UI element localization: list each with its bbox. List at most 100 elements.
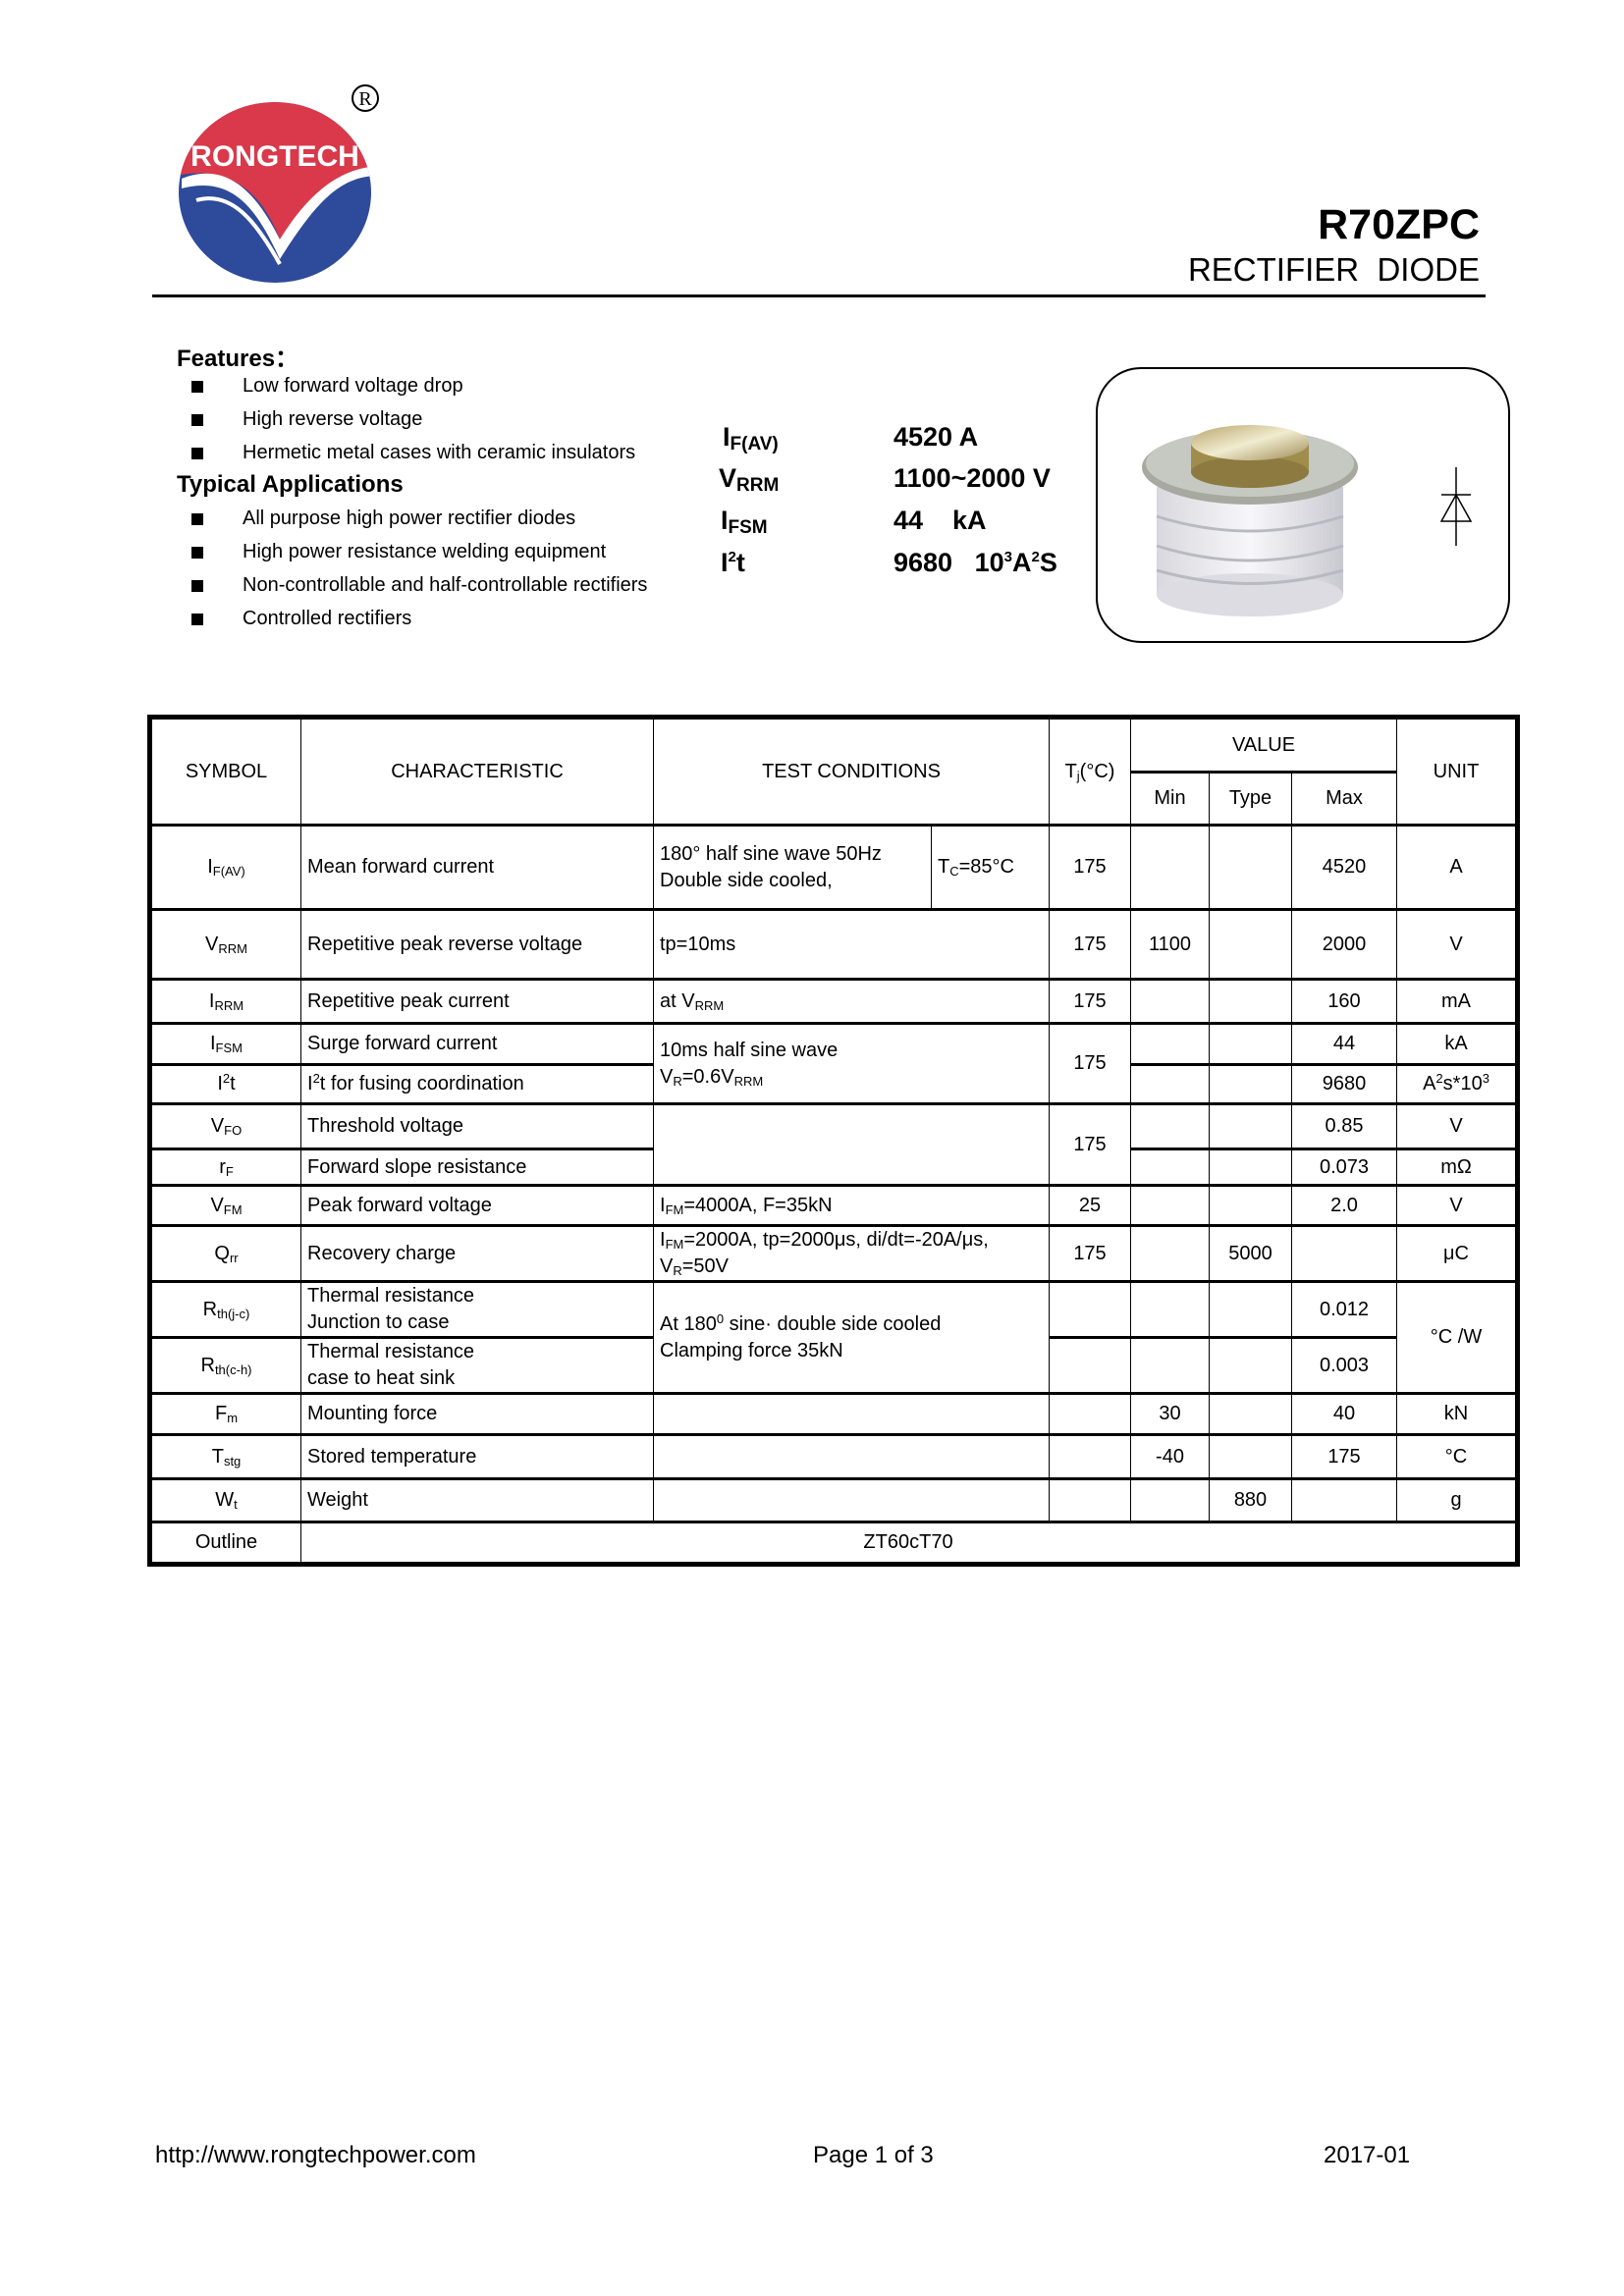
table-row: VFO Threshold voltage 175 0.85 V [149,1102,1518,1187]
condition-cell: IFM=4000A, F=35kN [653,1184,1050,1227]
unit-cell: A [1396,824,1518,911]
unit-cell: V [1396,908,1518,981]
applications-title: Typical Applications [177,471,404,498]
symbol-cell: IFSM [149,1022,301,1066]
min-cell [1130,1336,1210,1395]
application-item: High power resistance welding equipment [191,541,607,563]
type-cell [1209,1280,1292,1339]
max-cell: 40 [1291,1392,1397,1436]
max-cell: 175 [1291,1433,1397,1480]
condition-cell [653,1102,1050,1187]
tj-cell [1049,1392,1131,1436]
characteristic-cell: Thermal resistance Junction to case [300,1280,654,1339]
header-unit: UNIT [1396,716,1518,827]
table-row: Qrr Recovery charge IFM=2000A, tp=2000μs… [149,1224,1518,1283]
tj-cell [1049,1280,1131,1339]
unit-cell: °C /W [1396,1280,1518,1395]
table-row: IRRM Repetitive peak current at VRRM 175… [149,978,1518,1025]
max-cell: 0.073 [1291,1148,1397,1187]
type-cell: 5000 [1209,1224,1292,1283]
website-link[interactable]: http://www.rongtechpower.com [155,2142,476,2168]
unit-cell: μC [1396,1224,1518,1283]
symbol-cell: Fm [149,1392,301,1436]
table-row: IF(AV) Mean forward current 180° half si… [149,824,1518,911]
table-row: VFM Peak forward voltage IFM=4000A, F=35… [149,1184,1518,1227]
min-cell [1130,1148,1210,1187]
spec-value: 44 kA [893,506,987,535]
condition-cell: IFM=2000A, tp=2000μs, di/dt=-20A/μs, VR=5… [653,1224,1050,1283]
type-cell [1209,1022,1292,1066]
max-cell: 0.85 [1291,1102,1397,1150]
max-cell: 0.003 [1291,1336,1397,1395]
condition-cell: tp=10ms [653,908,1050,981]
outline-value: ZT60cT70 [300,1521,1518,1566]
document-date: 2017-01 [1324,2142,1411,2168]
outline-label: Outline [149,1521,301,1566]
application-item: All purpose high power rectifier diodes [191,507,576,530]
characteristic-cell: Recovery charge [300,1224,654,1283]
max-cell: 0.012 [1291,1280,1397,1339]
characteristic-cell: I2t for fusing coordination [300,1063,654,1105]
table-row-outline: Outline ZT60cT70 [149,1521,1518,1566]
symbol-cell: IF(AV) [149,824,301,911]
characteristic-cell: Mounting force [300,1392,654,1436]
bullet-icon [191,513,203,525]
table-header-row: SYMBOL CHARACTERISTIC TEST CONDITIONS Tj… [149,716,1518,827]
type-cell [1209,908,1292,981]
feature-text: High reverse voltage [243,408,423,430]
header-type: Type [1209,771,1292,827]
header-tj: Tj(°C) [1049,716,1131,827]
unit-cell: A2s*103 [1396,1063,1518,1105]
max-cell: 160 [1291,978,1397,1025]
characteristic-cell: Forward slope resistance [300,1148,654,1187]
case-temp-cell: TC=85°C [931,824,1050,911]
tj-cell: 175 [1049,1102,1131,1187]
condition-cell: 180° half sine wave 50Hz Double side cool… [653,824,932,911]
max-cell: 4520 [1291,824,1397,911]
application-text: High power resistance welding equipment [243,541,607,562]
condition-cell: at VRRM [653,978,1050,1025]
characteristic-cell: Weight [300,1477,654,1523]
tj-cell [1049,1336,1131,1395]
application-text: All purpose high power rectifier diodes [243,507,576,529]
header-max: Max [1291,771,1397,827]
symbol-cell: rF [149,1148,301,1187]
table-row: VRRM Repetitive peak reverse voltage tp=… [149,908,1518,981]
symbol-cell: VFM [149,1184,301,1227]
tj-cell: 175 [1049,978,1131,1025]
table-row: Rth(j-c) Thermal resistance Junction to c… [149,1280,1518,1395]
min-cell [1130,1022,1210,1066]
bullet-icon [191,448,203,459]
unit-cell: V [1396,1184,1518,1227]
tj-cell: 175 [1049,824,1131,911]
application-text: Non-controllable and half-controllable r… [243,574,648,596]
characteristic-cell: Repetitive peak current [300,978,654,1025]
part-number: R70ZPC [1318,201,1480,248]
bullet-icon [191,580,203,592]
min-cell: 30 [1130,1392,1210,1436]
type-cell [1209,978,1292,1025]
min-cell [1130,1280,1210,1339]
feature-text: Low forward voltage drop [243,375,463,397]
unit-cell: kN [1396,1392,1518,1436]
symbol-cell: I2t [149,1063,301,1105]
header-min: Min [1130,771,1210,827]
type-cell [1209,1336,1292,1395]
min-cell [1130,1224,1210,1283]
max-cell: 9680 [1291,1063,1397,1105]
features-title: Features： [177,346,299,372]
unit-cell: mA [1396,978,1518,1025]
spec-symbol: I2t [721,548,745,577]
characteristic-cell: Thermal resistance case to heat sink [300,1336,654,1395]
tj-cell: 175 [1049,908,1131,981]
max-cell: 44 [1291,1022,1397,1066]
max-cell [1291,1477,1397,1523]
table-row: Fm Mounting force 30 40 kN [149,1392,1518,1436]
characteristic-cell: Peak forward voltage [300,1184,654,1227]
type-cell [1209,1433,1292,1480]
type-cell [1209,1102,1292,1150]
unit-cell: g [1396,1477,1518,1523]
min-cell [1130,824,1210,911]
tj-cell: 175 [1049,1022,1131,1105]
min-cell [1130,1102,1210,1150]
